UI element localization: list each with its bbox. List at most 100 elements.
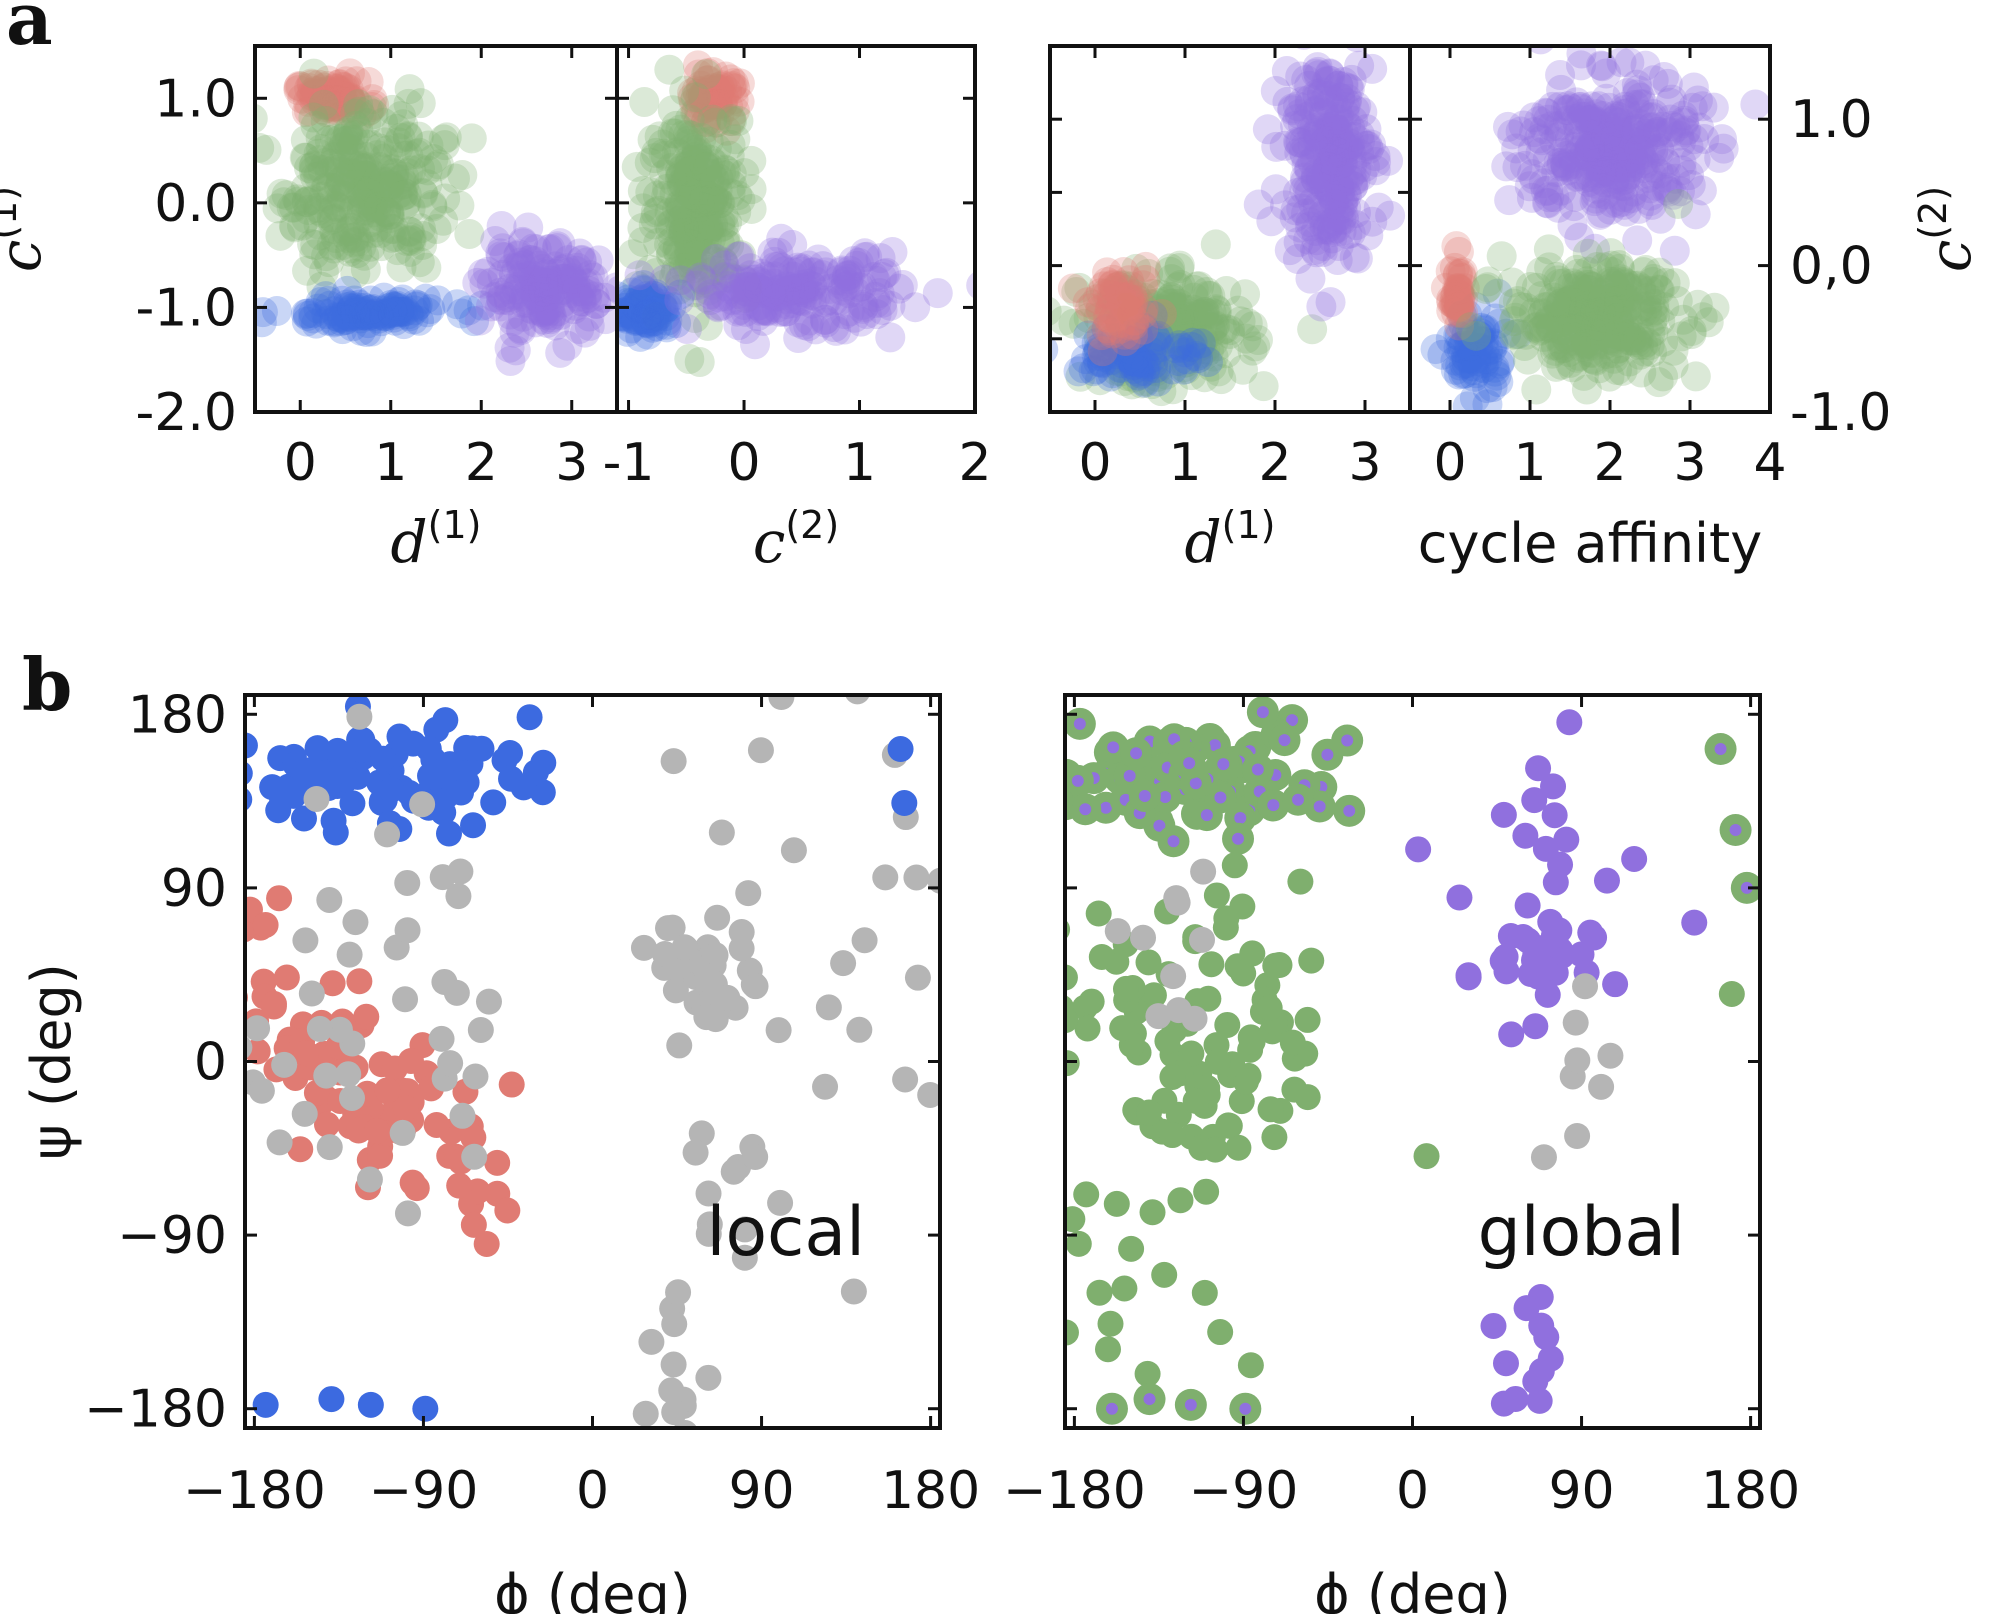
point-purple-top: [1540, 773, 1567, 800]
point-blue: [298, 303, 329, 334]
point-green: [331, 216, 362, 247]
point-purple: [1533, 175, 1564, 206]
point-purple: [665, 265, 696, 296]
point-red: [1443, 236, 1474, 267]
point-blue: [1465, 325, 1496, 356]
point-green: [1189, 362, 1220, 393]
point-green: [1156, 264, 1187, 295]
point-green: [649, 269, 680, 300]
point-purple: [1597, 145, 1628, 176]
point-purple: [1308, 231, 1339, 262]
point-purple: [548, 263, 579, 294]
point-blue: [356, 316, 387, 347]
point-green: [300, 110, 331, 141]
point-red: [716, 72, 747, 103]
point-purple: [487, 280, 518, 311]
point-red: [319, 91, 350, 122]
point-green-alpha: [1002, 1109, 1028, 1135]
point-green: [709, 221, 740, 252]
point-green: [447, 159, 478, 190]
point-blue: [628, 274, 659, 305]
point-red: [1441, 231, 1472, 262]
point-purple: [1582, 132, 1613, 163]
points-a4: [1420, 46, 1770, 412]
point-green: [1058, 308, 1089, 339]
point-purple: [506, 315, 537, 346]
point-blue: [1456, 320, 1487, 351]
point-green: [1109, 344, 1140, 375]
point-blue: [643, 300, 674, 331]
point-purple: [798, 257, 829, 288]
point-purple: [1324, 125, 1355, 156]
point-purple: [1550, 150, 1581, 181]
point-red: [334, 82, 365, 113]
point-blue: [1466, 318, 1497, 349]
point-purple: [1547, 137, 1578, 168]
point-purple: [546, 263, 577, 294]
point-green: [668, 218, 699, 249]
point-green: [290, 173, 321, 204]
point-red: [704, 71, 735, 102]
point-purple: [875, 322, 906, 353]
point-purple: [775, 275, 806, 306]
point-green: [1605, 320, 1636, 351]
point-green-alpha: [1228, 1088, 1255, 1115]
point-purple: [865, 243, 896, 274]
point-green: [366, 231, 397, 262]
point-purple: [1569, 138, 1600, 169]
point-purple: [1314, 176, 1345, 207]
point-green: [332, 159, 363, 190]
point-green: [391, 179, 422, 210]
point-red: [339, 84, 370, 115]
point-green: [1050, 305, 1079, 336]
point-green: [1624, 315, 1655, 346]
point-green: [1582, 284, 1613, 315]
point-green: [381, 113, 412, 144]
point-green: [361, 174, 392, 205]
point-green: [1625, 275, 1656, 306]
point-purple-top: [1556, 709, 1583, 736]
point-green: [655, 216, 686, 247]
point-purple: [1319, 136, 1350, 167]
point-green-top-core: [959, 765, 971, 777]
point-green: [1596, 325, 1627, 356]
point-gray-mid: [1572, 973, 1599, 1000]
point-red: [1108, 257, 1139, 288]
point-green: [1174, 323, 1205, 354]
point-purple: [758, 268, 789, 299]
point-blue: [617, 303, 642, 334]
point-green: [1168, 324, 1199, 355]
point-purple: [1587, 143, 1618, 174]
point-blue: [1457, 340, 1488, 371]
point-green: [1144, 318, 1175, 349]
point-green: [699, 149, 730, 180]
point-green: [685, 214, 716, 245]
point-purple: [695, 279, 726, 310]
point-purple: [1546, 147, 1577, 178]
point-green: [335, 158, 366, 189]
point-purple: [1599, 168, 1630, 199]
point-green: [395, 193, 426, 224]
point-purple: [1310, 172, 1341, 203]
point-green: [673, 232, 704, 263]
y-tick-label: 0: [194, 1033, 227, 1093]
point-purple: [1659, 235, 1690, 266]
point-green: [329, 140, 360, 171]
point-purple: [1552, 95, 1583, 126]
point-purple: [1303, 60, 1334, 91]
point-green: [672, 156, 703, 187]
point-green: [1237, 311, 1268, 342]
point-green: [696, 211, 727, 242]
point-purple: [569, 317, 600, 348]
point-green: [1599, 338, 1630, 369]
point-red: [299, 78, 330, 109]
point-purple: [1593, 136, 1624, 167]
point-green: [1240, 331, 1271, 362]
point-purple: [1306, 291, 1337, 322]
point-red: [707, 70, 738, 101]
point-purple: [535, 304, 566, 335]
point-purple: [529, 295, 560, 326]
point-green: [1612, 306, 1643, 337]
point-purple: [848, 291, 879, 322]
point-blue: [332, 289, 363, 320]
